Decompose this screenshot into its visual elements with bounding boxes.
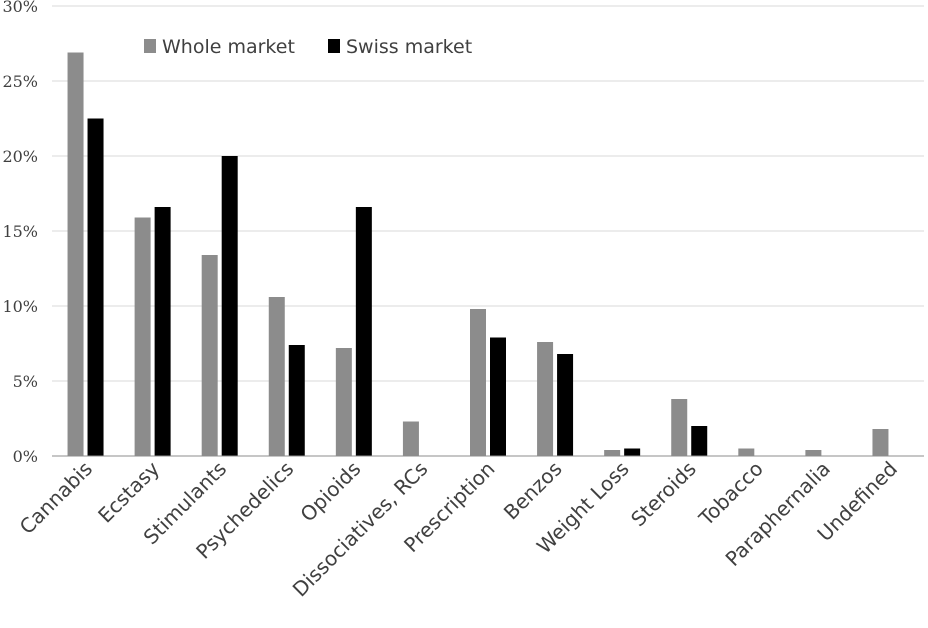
bar-whole-market xyxy=(268,297,285,456)
bar-whole-market xyxy=(402,421,419,456)
bar-whole-market xyxy=(537,342,554,456)
bar-whole-market xyxy=(872,429,889,456)
y-tick-label: 0% xyxy=(13,447,38,466)
bar-swiss-market xyxy=(221,156,238,456)
legend-swatch xyxy=(328,39,340,53)
bar-swiss-market xyxy=(154,207,171,456)
x-tick-label: Steroids xyxy=(626,457,701,532)
y-tick-label: 10% xyxy=(2,297,38,316)
x-tick-label: Benzos xyxy=(499,457,567,525)
legend-label: Swiss market xyxy=(346,36,472,58)
bar-swiss-market xyxy=(557,354,574,456)
legend-swatch xyxy=(144,39,156,53)
y-tick-labels: 0% 5% 10% 15% 20% 25% 30% xyxy=(2,0,38,466)
bar-whole-market xyxy=(134,217,151,456)
x-tick-label: Cannabis xyxy=(15,457,97,539)
y-tick-label: 15% xyxy=(2,222,38,241)
y-tick-label: 5% xyxy=(13,372,38,391)
bar-swiss-market xyxy=(87,118,104,456)
bars xyxy=(67,52,889,456)
bar-whole-market xyxy=(671,399,688,456)
bar-whole-market xyxy=(335,348,352,456)
bar-swiss-market xyxy=(288,345,305,456)
bar-swiss-market xyxy=(691,426,708,456)
bar-whole-market xyxy=(67,52,84,456)
y-tick-label: 25% xyxy=(2,72,38,91)
legend-label: Whole market xyxy=(162,36,295,58)
bar-whole-market xyxy=(470,309,486,456)
grid-lines xyxy=(52,5,924,382)
x-tick-labels: CannabisEcstasyStimulantsPsychedelicsOpi… xyxy=(15,456,902,601)
bar-swiss-market xyxy=(624,448,641,456)
bar-whole-market xyxy=(604,450,621,456)
bar-whole-market xyxy=(738,448,755,456)
bar-whole-market xyxy=(201,255,218,456)
bar-swiss-market xyxy=(490,337,506,456)
bar-swiss-market xyxy=(355,207,372,456)
legend: Whole market Swiss market xyxy=(144,36,472,58)
y-tick-label: 30% xyxy=(2,0,38,16)
bar-whole-market xyxy=(805,450,822,456)
y-tick-label: 20% xyxy=(2,147,38,166)
